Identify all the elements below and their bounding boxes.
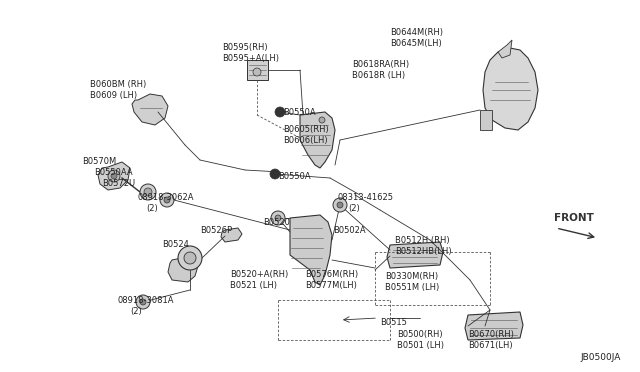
Polygon shape <box>387 242 443 268</box>
Circle shape <box>253 68 261 76</box>
Circle shape <box>136 295 150 309</box>
Text: B0515: B0515 <box>380 318 407 327</box>
Text: 08918-3081A: 08918-3081A <box>118 296 175 305</box>
Text: B0572U: B0572U <box>102 179 135 188</box>
Text: (2): (2) <box>130 307 141 316</box>
Text: B0550A: B0550A <box>278 172 310 181</box>
Text: B0605(RH): B0605(RH) <box>283 125 329 134</box>
Text: B0670(RH): B0670(RH) <box>468 330 514 339</box>
Polygon shape <box>300 112 335 168</box>
Text: B0512H (RH): B0512H (RH) <box>395 236 450 245</box>
Circle shape <box>319 117 325 123</box>
Text: B0570M: B0570M <box>82 157 116 166</box>
Text: B0618RA(RH): B0618RA(RH) <box>352 60 409 69</box>
Text: B0550AA: B0550AA <box>94 168 132 177</box>
Text: B0521 (LH): B0521 (LH) <box>230 281 277 290</box>
Circle shape <box>178 246 202 270</box>
Text: 08918-3062A: 08918-3062A <box>137 193 193 202</box>
Circle shape <box>275 107 285 117</box>
Text: (2): (2) <box>146 204 157 213</box>
Text: B0512HB(LH): B0512HB(LH) <box>395 247 452 256</box>
Circle shape <box>108 170 120 182</box>
Circle shape <box>144 188 152 196</box>
Circle shape <box>140 184 156 200</box>
Text: B0524: B0524 <box>162 240 189 249</box>
Text: B0577M(LH): B0577M(LH) <box>305 281 357 290</box>
Text: B0671(LH): B0671(LH) <box>468 341 513 350</box>
Text: B0645M(LH): B0645M(LH) <box>390 39 442 48</box>
Polygon shape <box>98 162 130 190</box>
Text: B0609 (LH): B0609 (LH) <box>90 91 137 100</box>
Polygon shape <box>168 255 198 282</box>
Polygon shape <box>483 48 538 130</box>
Text: B0500(RH): B0500(RH) <box>397 330 443 339</box>
Circle shape <box>333 198 347 212</box>
Text: B060BM (RH): B060BM (RH) <box>90 80 147 89</box>
Circle shape <box>160 193 174 207</box>
Text: (2): (2) <box>348 204 360 213</box>
Circle shape <box>111 173 117 179</box>
Text: B0595+A(LH): B0595+A(LH) <box>222 54 279 63</box>
Circle shape <box>275 215 281 221</box>
Polygon shape <box>465 312 523 340</box>
Text: B0520: B0520 <box>263 218 290 227</box>
Circle shape <box>184 252 196 264</box>
Text: B0618R (LH): B0618R (LH) <box>352 71 405 80</box>
Polygon shape <box>480 110 492 130</box>
Circle shape <box>337 202 343 208</box>
Text: B0330M(RH): B0330M(RH) <box>385 272 438 281</box>
Text: B0644M(RH): B0644M(RH) <box>390 28 443 37</box>
Polygon shape <box>498 40 512 58</box>
Circle shape <box>271 211 285 225</box>
Circle shape <box>270 169 280 179</box>
Polygon shape <box>247 60 268 80</box>
Text: B0595(RH): B0595(RH) <box>222 43 268 52</box>
Circle shape <box>164 197 170 203</box>
Polygon shape <box>221 228 242 242</box>
Text: FRONT: FRONT <box>554 213 594 223</box>
Polygon shape <box>290 215 332 285</box>
Text: B0550A: B0550A <box>283 108 316 117</box>
Text: JB0500JA: JB0500JA <box>580 353 620 362</box>
Text: B0520+A(RH): B0520+A(RH) <box>230 270 288 279</box>
Text: B0576M(RH): B0576M(RH) <box>305 270 358 279</box>
Text: B0606(LH): B0606(LH) <box>283 136 328 145</box>
Text: B0526P: B0526P <box>200 226 232 235</box>
Text: B0551M (LH): B0551M (LH) <box>385 283 439 292</box>
Text: 08313-41625: 08313-41625 <box>337 193 393 202</box>
Circle shape <box>140 299 146 305</box>
Text: B0501 (LH): B0501 (LH) <box>397 341 444 350</box>
Polygon shape <box>132 94 168 125</box>
Text: B0502A: B0502A <box>333 226 365 235</box>
